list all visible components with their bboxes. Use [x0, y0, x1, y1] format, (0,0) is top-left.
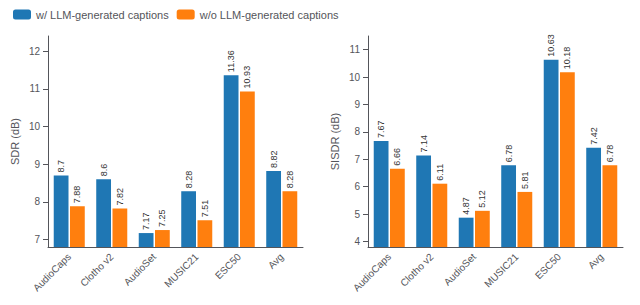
svg-text:8.6: 8.6 [99, 164, 109, 177]
svg-text:MUSIC21: MUSIC21 [162, 251, 201, 290]
svg-text:9: 9 [34, 159, 40, 170]
svg-text:AudioSet: AudioSet [122, 251, 159, 288]
svg-text:MUSIC21: MUSIC21 [482, 251, 521, 290]
svg-text:10.63: 10.63 [546, 34, 556, 57]
svg-text:8.28: 8.28 [184, 171, 194, 189]
svg-text:Clotho v2: Clotho v2 [78, 251, 116, 289]
svg-text:7: 7 [34, 234, 40, 245]
svg-text:5: 5 [354, 209, 360, 220]
svg-text:7.51: 7.51 [200, 200, 210, 218]
svg-text:5.12: 5.12 [477, 190, 487, 208]
svg-text:9: 9 [354, 99, 360, 110]
svg-text:Avg: Avg [586, 251, 606, 271]
svg-text:10.18: 10.18 [562, 47, 572, 70]
svg-text:10: 10 [349, 72, 361, 83]
svg-text:5.81: 5.81 [520, 171, 530, 189]
svg-text:7.42: 7.42 [589, 127, 599, 145]
svg-text:w/ LLM-generated captions: w/ LLM-generated captions [35, 9, 169, 21]
svg-text:7.25: 7.25 [157, 210, 167, 228]
svg-text:6.78: 6.78 [605, 145, 615, 163]
svg-text:8.82: 8.82 [269, 150, 279, 168]
svg-text:6: 6 [354, 181, 360, 192]
svg-text:ESC50: ESC50 [533, 251, 563, 281]
svg-text:w/o LLM-generated captions: w/o LLM-generated captions [199, 9, 339, 21]
svg-text:7.14: 7.14 [419, 135, 429, 153]
svg-text:AudioSet: AudioSet [442, 251, 479, 288]
svg-text:AudioCaps: AudioCaps [31, 251, 73, 293]
svg-text:6.11: 6.11 [435, 164, 445, 181]
svg-text:SDR (dB): SDR (dB) [9, 118, 21, 165]
svg-text:4.87: 4.87 [461, 197, 471, 215]
svg-text:6.78: 6.78 [504, 145, 514, 163]
svg-text:11: 11 [350, 44, 361, 55]
svg-text:10.93: 10.93 [242, 66, 252, 89]
svg-text:SISDR (dB): SISDR (dB) [329, 113, 341, 170]
svg-text:7: 7 [354, 154, 360, 165]
svg-text:Avg: Avg [266, 251, 286, 271]
svg-text:4: 4 [354, 236, 360, 247]
svg-text:7.67: 7.67 [376, 120, 386, 138]
svg-text:AudioCaps: AudioCaps [351, 251, 393, 293]
svg-text:8.28: 8.28 [285, 171, 295, 189]
svg-text:Clotho v2: Clotho v2 [398, 251, 436, 289]
svg-text:7.17: 7.17 [141, 213, 151, 231]
svg-text:7.82: 7.82 [115, 188, 125, 206]
svg-text:12: 12 [29, 46, 41, 57]
svg-text:8: 8 [34, 196, 40, 207]
svg-text:ESC50: ESC50 [213, 251, 243, 281]
svg-text:11: 11 [30, 83, 41, 94]
svg-text:11.36: 11.36 [226, 50, 236, 72]
svg-text:7.88: 7.88 [72, 186, 82, 204]
svg-text:10: 10 [29, 121, 41, 132]
svg-text:6.66: 6.66 [392, 148, 402, 166]
svg-text:8.7: 8.7 [56, 160, 66, 173]
svg-text:8: 8 [354, 126, 360, 137]
